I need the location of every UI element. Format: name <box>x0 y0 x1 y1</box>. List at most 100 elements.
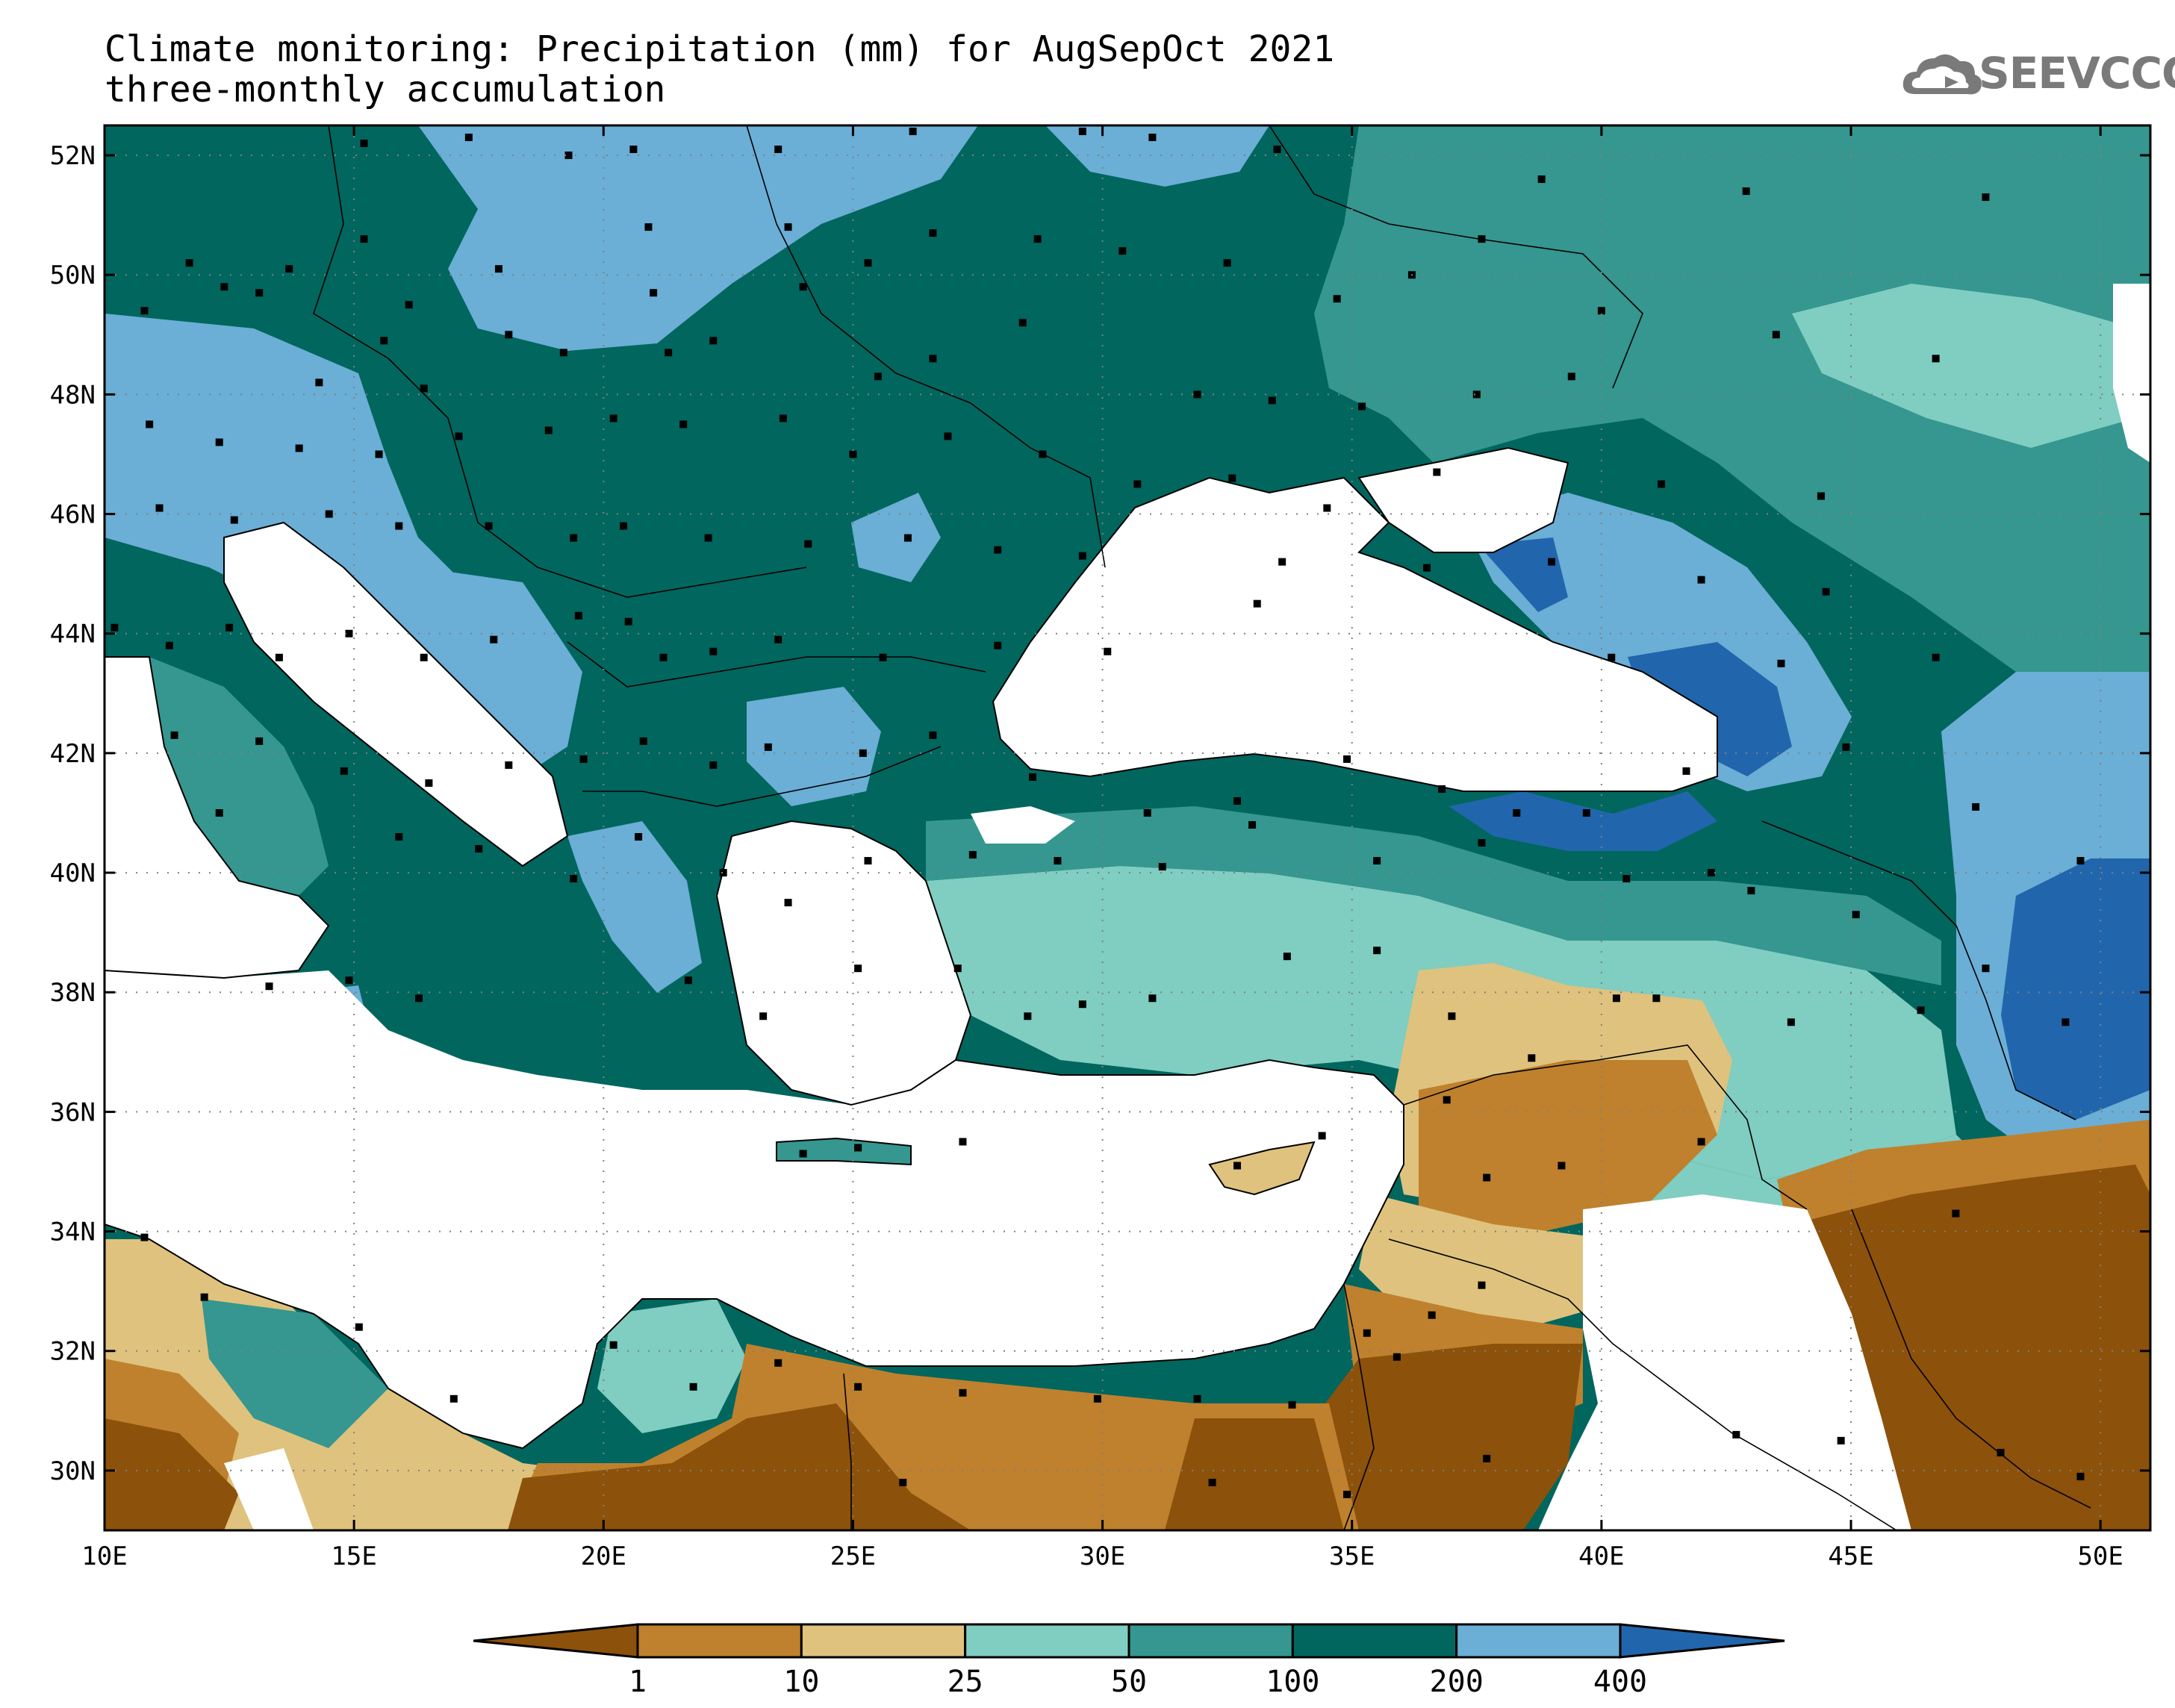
station-marker <box>609 1341 617 1349</box>
station-marker <box>849 450 857 458</box>
station-marker <box>570 875 578 883</box>
station-marker <box>953 964 962 973</box>
lat-tick-label: 48N <box>50 380 96 410</box>
lat-tick-label: 32N <box>50 1337 96 1367</box>
lat-tick-label: 38N <box>50 978 96 1008</box>
sea-aegean <box>717 821 971 1105</box>
lon-tick-label: 25E <box>830 1542 876 1571</box>
station-marker <box>1143 808 1151 817</box>
station-marker <box>689 1383 697 1391</box>
precip-field-25-50-northeast <box>1792 284 2135 448</box>
station-marker <box>564 152 573 160</box>
station-marker <box>1223 259 1231 267</box>
station-marker <box>774 635 782 643</box>
station-marker <box>1932 653 1940 661</box>
station-marker <box>1333 295 1341 303</box>
border-11 <box>1851 1209 2091 1509</box>
station-marker <box>1193 390 1201 399</box>
station-marker <box>155 504 164 512</box>
station-marker <box>644 223 653 231</box>
colorbar-threshold-label: 100 <box>1266 1665 1319 1699</box>
lon-tick-label: 10E <box>81 1542 127 1571</box>
precip-field-50-100-northeast <box>1314 125 2150 747</box>
lon-tick-label: 20E <box>581 1542 626 1571</box>
station-marker <box>1842 743 1850 751</box>
station-marker <box>165 641 173 649</box>
map-frame <box>103 124 2152 1532</box>
station-marker <box>665 349 673 357</box>
precip-field-200-400-greece <box>567 821 702 993</box>
sea-mediterranean <box>105 970 1404 1448</box>
precip-field-25-50-libya-east <box>597 1299 747 1433</box>
station-marker <box>1622 875 1631 883</box>
colorbar-threshold-label: 1 <box>629 1665 647 1699</box>
sea-crimea-azov <box>1359 448 1568 552</box>
precip-field-400-plus-turkey-ne <box>1628 642 1792 776</box>
station-marker <box>1288 1400 1296 1409</box>
station-marker <box>874 373 882 381</box>
station-marker <box>559 349 567 357</box>
precip-field-200-400-north-2 <box>1045 125 1269 187</box>
station-marker <box>1393 1353 1401 1361</box>
precip-field-below-1-libya-w <box>105 1418 239 1530</box>
station-marker <box>1078 128 1086 136</box>
station-marker <box>854 1383 862 1391</box>
station-marker <box>854 964 862 973</box>
station-marker <box>1597 307 1605 315</box>
border-8 <box>1388 1238 1897 1530</box>
station-marker <box>111 623 119 632</box>
station-marker <box>968 851 977 859</box>
station-marker <box>1707 869 1715 877</box>
station-marker <box>944 432 952 440</box>
station-marker <box>1528 1054 1536 1062</box>
station-marker <box>929 229 937 237</box>
border-4 <box>567 641 986 688</box>
station-marker <box>635 833 643 841</box>
precip-field-below-1-sinai <box>1165 1418 1344 1530</box>
precip-field-400-plus-caspian <box>2001 858 2150 1120</box>
precip-field-200-400-romania <box>851 493 941 582</box>
adriatic-coast <box>223 521 569 867</box>
station-marker <box>1448 1012 1456 1020</box>
station-marker <box>220 283 228 291</box>
axis-tick-labels: 10E 15E 20E 25E 30E 35E 40E 45E 50E 30N 32N 34N 36N 3… <box>50 141 2123 1571</box>
station-marker <box>1433 468 1441 476</box>
lon-tick-label: 45E <box>1828 1542 1873 1571</box>
station-marker <box>1422 564 1431 572</box>
sea-marmara <box>971 806 1075 844</box>
map-gridlines <box>105 125 2150 1530</box>
station-marker <box>774 146 782 154</box>
precip-field-200-400-north-1 <box>418 125 978 351</box>
station-marker <box>1787 1018 1795 1026</box>
station-marker <box>1033 235 1042 243</box>
sea-tyrrhenian <box>105 657 329 978</box>
station-marker <box>1982 964 1990 973</box>
axis-ticks <box>103 125 2150 1530</box>
station-marker <box>360 235 368 243</box>
colorbar: 1 10 25 50 100 200 400 <box>473 1623 1785 1699</box>
lon-tick-label: 50E <box>2077 1542 2123 1571</box>
station-marker <box>485 522 493 530</box>
lat-tick-label: 34N <box>50 1218 96 1247</box>
sea-adriatic <box>224 523 567 866</box>
station-marker <box>1358 402 1366 411</box>
precip-field-10-25-levant <box>1359 1194 1628 1329</box>
seevccc-logo-text: SEEVCCC <box>1979 48 2175 99</box>
colorbar-segment <box>1455 1623 1622 1659</box>
station-marker <box>405 301 413 309</box>
precip-field-1-10-syria <box>1419 1060 1717 1239</box>
station-marker <box>285 265 293 273</box>
station-marker <box>1747 887 1755 895</box>
precip-field-50-100-italy <box>149 657 329 896</box>
coastlines-borders <box>105 125 2091 1530</box>
colorbar-segment <box>800 1623 967 1659</box>
italy-west-coast <box>105 656 330 979</box>
station-marker <box>1472 390 1481 399</box>
lat-tick-label: 36N <box>50 1097 96 1127</box>
station-marker <box>455 432 463 440</box>
station-marker <box>146 420 154 428</box>
station-marker <box>1777 659 1785 667</box>
sea-black-sea <box>993 478 1717 791</box>
station-marker <box>879 653 887 661</box>
station-marker <box>859 749 867 757</box>
